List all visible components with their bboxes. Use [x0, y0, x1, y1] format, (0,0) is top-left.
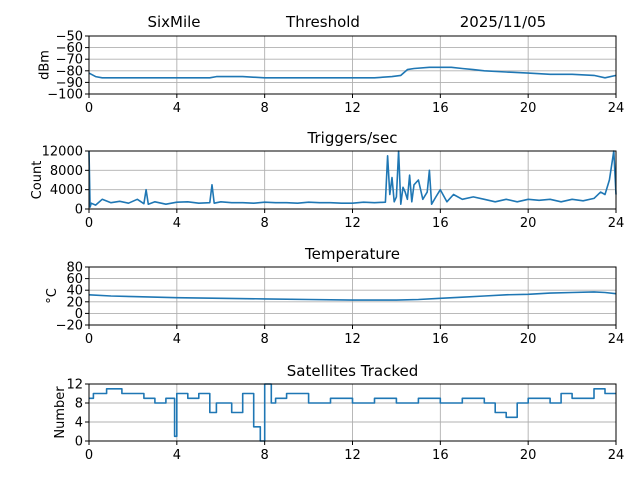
y-tick-label: −70 — [56, 53, 83, 68]
series-line — [88, 150, 617, 208]
y-tick-label: 0 — [75, 435, 83, 450]
y-tick-label: −100 — [47, 88, 83, 103]
x-tick-label: 20 — [520, 216, 537, 231]
y-tick-label: 8000 — [50, 164, 83, 179]
y-tick-label: 4 — [75, 416, 83, 431]
x-tick-label: 20 — [520, 448, 537, 463]
y-tick-label: −50 — [56, 30, 83, 45]
series-line — [88, 66, 617, 79]
series-line — [89, 383, 616, 442]
y-tick-label: −90 — [56, 76, 83, 91]
y-tick-label: −60 — [56, 41, 83, 56]
x-tick-label: 16 — [432, 332, 449, 347]
header-date: 2025/11/05 — [460, 13, 546, 31]
panel-title: Temperature — [304, 245, 400, 263]
series-line — [88, 291, 617, 301]
x-tick-label: 16 — [432, 101, 449, 116]
y-axis-label: dBm — [38, 50, 53, 80]
x-tick-label: 4 — [173, 332, 181, 347]
x-tick-label: 12 — [344, 101, 361, 116]
x-tick-label: 12 — [344, 216, 361, 231]
x-tick-label: 0 — [85, 332, 93, 347]
x-tick-label: 8 — [261, 101, 269, 116]
y-tick-label: 4000 — [50, 183, 83, 198]
x-tick-label: 8 — [261, 448, 269, 463]
x-tick-label: 8 — [261, 332, 269, 347]
panel-title: Triggers/sec — [307, 129, 398, 147]
y-tick-label: 60 — [66, 272, 83, 287]
x-tick-label: 20 — [520, 101, 537, 116]
panel-title: Satellites Tracked — [287, 362, 418, 380]
x-tick-label: 24 — [608, 332, 625, 347]
header-site: SixMile — [147, 13, 200, 31]
header-mode: Threshold — [285, 13, 360, 31]
x-tick-label: 16 — [432, 216, 449, 231]
x-tick-label: 16 — [432, 448, 449, 463]
x-tick-label: 12 — [344, 332, 361, 347]
x-tick-label: 4 — [173, 216, 181, 231]
x-tick-label: 0 — [85, 448, 93, 463]
y-tick-label: 40 — [66, 284, 83, 299]
chart-panel-1: 0 4 8 12 16 20 24 0 4000 8000 12000 Triggers/sec Cou… — [30, 129, 624, 231]
x-tick-label: 24 — [608, 101, 625, 116]
y-tick-label: −20 — [56, 319, 83, 334]
x-tick-label: 24 — [608, 448, 625, 463]
y-tick-label: 0 — [75, 203, 83, 218]
y-tick-label: 0 — [75, 307, 83, 322]
x-tick-label: 4 — [173, 101, 181, 116]
y-tick-label: 12 — [66, 378, 83, 393]
y-axis-label: Number — [53, 386, 68, 439]
y-tick-label: 20 — [66, 295, 83, 310]
x-tick-label: 24 — [608, 216, 625, 231]
y-tick-label: 12000 — [42, 145, 83, 160]
y-tick-label: 80 — [66, 261, 83, 276]
x-tick-label: 12 — [344, 448, 361, 463]
chart-panel-3: 0 4 8 12 16 20 24 0 4 8 12 Satellites Tracked Number — [53, 362, 624, 463]
y-axis-label: °C — [45, 288, 60, 304]
x-tick-label: 20 — [520, 332, 537, 347]
x-tick-label: 0 — [85, 101, 93, 116]
y-tick-label: 8 — [75, 397, 83, 412]
y-tick-label: −80 — [56, 64, 83, 79]
y-axis-label: Count — [30, 161, 45, 200]
x-tick-label: 0 — [85, 216, 93, 231]
x-tick-label: 4 — [173, 448, 181, 463]
x-tick-label: 8 — [261, 216, 269, 231]
